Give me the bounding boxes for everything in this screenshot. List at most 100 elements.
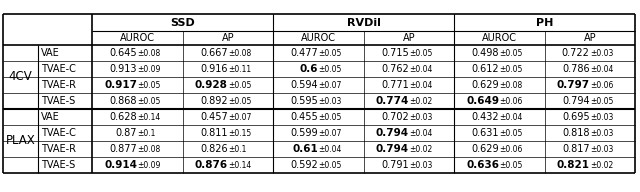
Text: RVDil: RVDil [347,17,380,27]
Text: 0.628: 0.628 [109,112,137,122]
Text: AP: AP [403,33,415,43]
Text: ±0.05: ±0.05 [499,65,523,74]
Text: 0.868: 0.868 [109,96,137,106]
Text: ±0.05: ±0.05 [499,49,523,57]
Text: ±0.05: ±0.05 [318,65,342,74]
Text: 0.667: 0.667 [200,48,228,58]
Text: ±0.08: ±0.08 [137,49,161,57]
Text: 0.457: 0.457 [200,112,228,122]
Text: 0.629: 0.629 [472,80,499,90]
Text: 0.762: 0.762 [381,64,409,74]
Text: ±0.1: ±0.1 [137,128,156,137]
Text: AUROC: AUROC [482,33,516,43]
Text: 0.455: 0.455 [291,112,318,122]
Text: 0.811: 0.811 [200,128,228,138]
Text: 0.87: 0.87 [116,128,137,138]
Text: ±0.07: ±0.07 [228,113,251,122]
Text: ±0.05: ±0.05 [137,97,161,105]
Text: 0.916: 0.916 [200,64,228,74]
Text: ±0.03: ±0.03 [589,49,613,57]
Text: ±0.14: ±0.14 [228,161,251,170]
Text: ±0.14: ±0.14 [137,113,161,122]
Text: 0.599: 0.599 [291,128,318,138]
Text: ±0.15: ±0.15 [228,128,251,137]
Text: 0.817: 0.817 [562,144,589,154]
Text: 0.498: 0.498 [472,48,499,58]
Text: 4CV: 4CV [8,70,33,84]
Text: ±0.05: ±0.05 [499,161,523,170]
Text: 0.722: 0.722 [562,48,589,58]
Text: 0.649: 0.649 [467,96,499,106]
Text: 0.818: 0.818 [563,128,589,138]
Text: 0.794: 0.794 [376,144,409,154]
Text: 0.877: 0.877 [109,144,137,154]
Text: 0.629: 0.629 [472,144,499,154]
Text: TVAE-S: TVAE-S [41,160,76,170]
Text: ±0.03: ±0.03 [589,128,613,137]
Text: 0.702: 0.702 [381,112,409,122]
Text: ±0.09: ±0.09 [137,161,161,170]
Text: ±0.04: ±0.04 [318,145,342,153]
Text: ±0.05: ±0.05 [589,97,613,105]
Text: ±0.04: ±0.04 [499,113,523,122]
Text: AP: AP [221,33,234,43]
Text: 0.794: 0.794 [562,96,589,106]
Text: 0.6: 0.6 [300,64,318,74]
Text: 0.892: 0.892 [200,96,228,106]
Text: ±0.02: ±0.02 [409,97,432,105]
Text: ±0.05: ±0.05 [228,97,251,105]
Text: 0.913: 0.913 [109,64,137,74]
Text: 0.797: 0.797 [557,80,589,90]
Text: ±0.03: ±0.03 [318,97,342,105]
Text: 0.594: 0.594 [291,80,318,90]
Text: 0.631: 0.631 [472,128,499,138]
Text: 0.821: 0.821 [557,160,589,170]
Text: TVAE-C: TVAE-C [41,128,76,138]
Text: 0.771: 0.771 [381,80,409,90]
Text: ±0.1: ±0.1 [228,145,246,153]
Text: ±0.05: ±0.05 [499,128,523,137]
Text: 0.826: 0.826 [200,144,228,154]
Text: 0.794: 0.794 [376,128,409,138]
Text: 0.592: 0.592 [291,160,318,170]
Text: PH: PH [536,17,553,27]
Text: ±0.02: ±0.02 [409,145,432,153]
Text: AUROC: AUROC [301,33,336,43]
Text: 0.595: 0.595 [291,96,318,106]
Text: ±0.03: ±0.03 [409,161,432,170]
Text: ±0.08: ±0.08 [228,49,251,57]
Text: ±0.06: ±0.06 [499,145,523,153]
Text: 0.786: 0.786 [562,64,589,74]
Text: ±0.03: ±0.03 [409,113,432,122]
Text: 0.645: 0.645 [109,48,137,58]
Text: ±0.05: ±0.05 [228,80,251,89]
Text: ±0.11: ±0.11 [228,65,251,74]
Text: ±0.05: ±0.05 [318,161,342,170]
Text: VAE: VAE [41,48,60,58]
Text: ±0.05: ±0.05 [137,80,161,89]
Text: AUROC: AUROC [120,33,155,43]
Text: ±0.02: ±0.02 [589,161,613,170]
Text: TVAE-R: TVAE-R [41,144,76,154]
Text: ±0.05: ±0.05 [409,49,432,57]
Text: PLAX: PLAX [6,135,35,147]
Text: 0.61: 0.61 [292,144,318,154]
Text: ±0.06: ±0.06 [499,97,523,105]
Text: 0.432: 0.432 [472,112,499,122]
Text: ±0.08: ±0.08 [499,80,522,89]
Text: 0.914: 0.914 [104,160,137,170]
Text: VAE: VAE [41,112,60,122]
Text: 0.695: 0.695 [562,112,589,122]
Text: ±0.03: ±0.03 [589,145,613,153]
Text: ±0.05: ±0.05 [318,113,342,122]
Text: ±0.04: ±0.04 [409,80,432,89]
Text: 0.917: 0.917 [104,80,137,90]
Text: ±0.04: ±0.04 [589,65,613,74]
Text: ±0.06: ±0.06 [589,80,613,89]
Text: ±0.03: ±0.03 [589,113,613,122]
Text: 0.928: 0.928 [195,80,228,90]
Text: AP: AP [584,33,596,43]
Text: 0.715: 0.715 [381,48,409,58]
Text: TVAE-C: TVAE-C [41,64,76,74]
Text: ±0.09: ±0.09 [137,65,161,74]
